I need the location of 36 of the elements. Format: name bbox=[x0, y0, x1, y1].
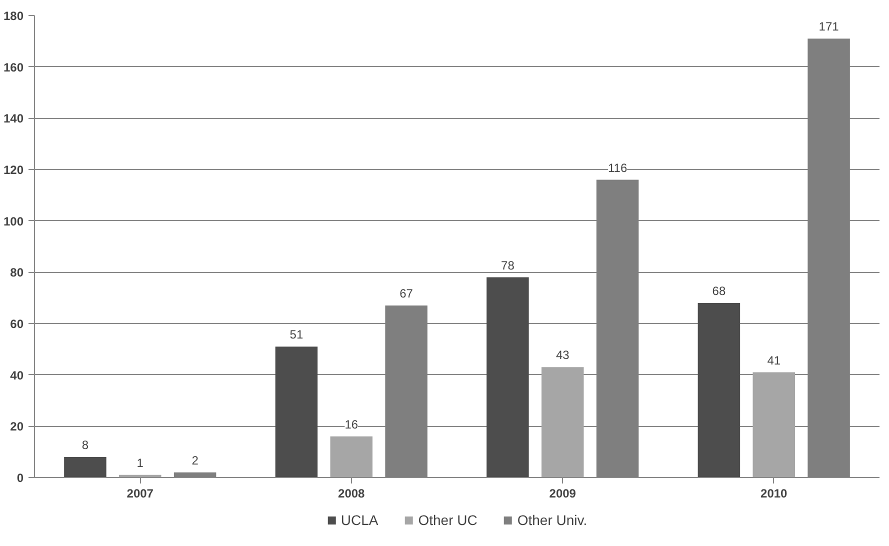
x-tick-label: 2009 bbox=[549, 486, 576, 500]
y-tick-label: 0 bbox=[16, 471, 24, 485]
y-tick-label: 120 bbox=[3, 163, 24, 177]
bar bbox=[752, 372, 795, 478]
data-label: 78 bbox=[501, 258, 515, 272]
data-label: 1 bbox=[136, 456, 144, 470]
legend-label: Other Univ. bbox=[517, 512, 588, 528]
y-tick-label: 40 bbox=[10, 368, 24, 382]
bar bbox=[330, 436, 372, 478]
x-tick-label: 2008 bbox=[338, 486, 366, 500]
data-label: 41 bbox=[767, 353, 781, 368]
y-tick-label: 180 bbox=[3, 9, 24, 23]
data-label: 8 bbox=[82, 438, 89, 452]
y-tick-label: 140 bbox=[3, 112, 24, 126]
y-tick-label: 20 bbox=[10, 420, 24, 434]
data-label: 2 bbox=[192, 453, 199, 468]
data-label: 51 bbox=[290, 328, 304, 342]
data-label: 68 bbox=[712, 284, 726, 298]
x-tick-label: 2010 bbox=[760, 486, 788, 500]
data-label: 171 bbox=[818, 20, 840, 34]
y-tick-label: 100 bbox=[3, 214, 24, 228]
data-label: 43 bbox=[556, 348, 570, 362]
bar bbox=[275, 346, 318, 478]
bar bbox=[698, 302, 740, 478]
legend-label: Other UC bbox=[418, 512, 478, 528]
data-label: 67 bbox=[400, 286, 414, 301]
y-tick-label: 160 bbox=[3, 60, 24, 74]
data-label: 16 bbox=[344, 417, 358, 432]
bar bbox=[486, 277, 529, 478]
bar bbox=[64, 456, 106, 478]
y-tick-label: 60 bbox=[10, 317, 24, 331]
legend-label: UCLA bbox=[340, 512, 378, 528]
y-tick-label: 80 bbox=[10, 266, 24, 280]
bar bbox=[542, 367, 584, 478]
data-label: 116 bbox=[608, 160, 628, 175]
x-tick-label: 2007 bbox=[126, 486, 154, 500]
